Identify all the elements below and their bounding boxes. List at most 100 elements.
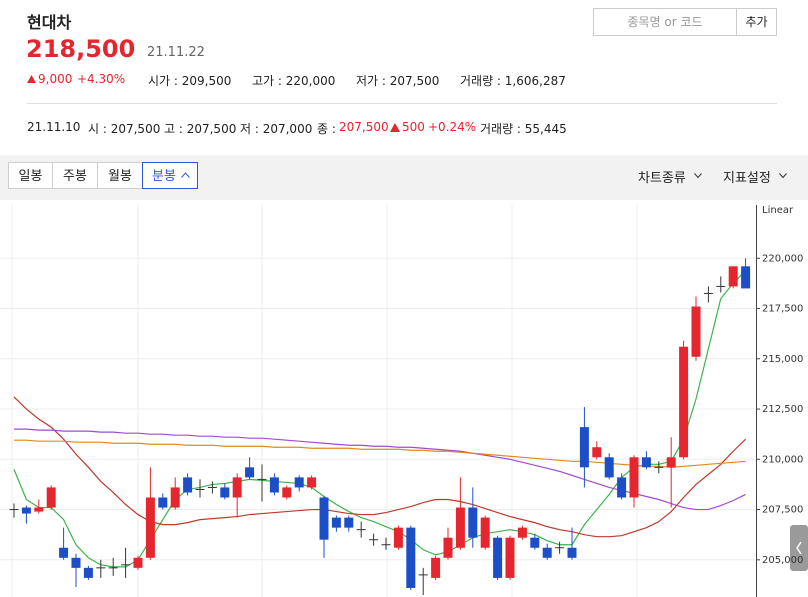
candle-body bbox=[406, 527, 416, 588]
candle-body bbox=[369, 539, 379, 541]
stock-name: 현대차 bbox=[27, 13, 72, 32]
y-tick-label: 210,000 bbox=[762, 454, 803, 465]
candle-body bbox=[356, 529, 366, 531]
candle-body bbox=[617, 477, 627, 498]
scroll-handle[interactable] bbox=[790, 525, 808, 571]
candle-body bbox=[468, 507, 478, 538]
candle-body bbox=[220, 487, 230, 498]
stat: 시가 : 209,500 bbox=[148, 74, 232, 88]
moving-average bbox=[14, 439, 746, 468]
candle-body bbox=[133, 557, 143, 568]
candle-body bbox=[654, 466, 664, 468]
candle-body bbox=[604, 457, 614, 478]
candle-body bbox=[505, 537, 515, 578]
prev-high: 고 : 207,500 bbox=[164, 122, 237, 136]
caret bbox=[181, 172, 190, 178]
y-tick-label: 212,500 bbox=[762, 404, 803, 415]
moving-average bbox=[13, 269, 747, 568]
candle-body bbox=[232, 477, 242, 498]
candle-body bbox=[96, 567, 106, 569]
candle-body bbox=[641, 457, 651, 468]
moving-average bbox=[13, 396, 747, 538]
candle-body bbox=[480, 517, 490, 548]
chart-type-menu[interactable]: 차트종류 bbox=[638, 171, 686, 186]
prev-change: 500 bbox=[402, 120, 425, 134]
y-tick-label: 205,000 bbox=[762, 555, 803, 566]
period-button-active[interactable]: 분봉 bbox=[142, 162, 198, 189]
candle-body bbox=[728, 266, 738, 287]
candle-body bbox=[158, 497, 168, 508]
candle-body bbox=[319, 497, 329, 540]
date: 21.11.22 bbox=[147, 45, 205, 60]
candle-body bbox=[443, 537, 453, 558]
prev-open: 시 : 207,500 bbox=[88, 122, 161, 136]
candle-body bbox=[307, 477, 317, 488]
prev-change-pct: +0.24% bbox=[428, 120, 477, 134]
stat: 저가 : 207,500 bbox=[356, 74, 440, 88]
candle-body bbox=[59, 547, 69, 558]
price: 218,500 bbox=[26, 35, 136, 63]
change: 9,000 bbox=[38, 72, 73, 86]
candle-body bbox=[183, 477, 193, 493]
indicator-menu[interactable]: 지표설정 bbox=[723, 171, 771, 186]
candle-body bbox=[46, 487, 56, 508]
change-pct: +4.30% bbox=[77, 72, 126, 86]
y-tick-label: 207,500 bbox=[762, 505, 803, 516]
prev-date: 21.11.10 bbox=[27, 120, 81, 134]
period-button[interactable]: 월봉 bbox=[97, 162, 143, 189]
candle-body bbox=[579, 427, 589, 468]
up-icon bbox=[27, 75, 36, 83]
candle-body bbox=[703, 292, 713, 294]
scale-label: Linear bbox=[762, 205, 794, 216]
caret bbox=[694, 173, 702, 179]
period-button[interactable]: 주봉 bbox=[52, 162, 98, 189]
prev-volume: 거래량 : 55,445 bbox=[480, 122, 567, 136]
chart: Linear 205,000 207,500 210,000 212,500 215,0… bbox=[0, 205, 808, 597]
candle-body bbox=[108, 567, 118, 569]
candle-body bbox=[257, 478, 267, 480]
add-button[interactable]: 추가 bbox=[737, 8, 777, 36]
stat: 거래량 : 1,606,287 bbox=[460, 74, 566, 88]
candle-body bbox=[741, 266, 751, 289]
candle-body bbox=[691, 306, 701, 357]
candle-body bbox=[344, 517, 354, 528]
candle-body bbox=[21, 507, 31, 514]
divider bbox=[27, 103, 777, 104]
candle-body bbox=[121, 564, 131, 566]
candle-body bbox=[71, 557, 81, 568]
time-grid bbox=[11, 205, 638, 597]
candle-body bbox=[83, 567, 93, 578]
candle-body bbox=[34, 507, 44, 512]
caret bbox=[779, 173, 787, 179]
stat: 고가 : 220,000 bbox=[252, 74, 336, 88]
up-icon bbox=[390, 123, 400, 132]
prev-close: 207,500 bbox=[339, 120, 389, 134]
candle-body bbox=[716, 285, 726, 287]
candle-body bbox=[381, 544, 391, 546]
candle-body bbox=[567, 547, 577, 558]
candle-body bbox=[418, 574, 428, 576]
candle-body bbox=[493, 537, 503, 578]
candle-body bbox=[592, 447, 602, 458]
prev-close-label: 종 : bbox=[317, 122, 336, 136]
candle-body bbox=[542, 547, 552, 558]
candle-body bbox=[455, 507, 465, 548]
candle-body bbox=[666, 457, 676, 468]
candle-body bbox=[517, 527, 527, 538]
candle-body bbox=[9, 509, 19, 511]
candle-body bbox=[679, 346, 689, 458]
candle-body bbox=[393, 527, 403, 548]
candle-body bbox=[530, 537, 540, 548]
candle-body bbox=[195, 488, 205, 490]
scroll-arrow bbox=[796, 541, 802, 555]
candle-body bbox=[245, 467, 255, 478]
period-button[interactable]: 일봉 bbox=[8, 162, 53, 189]
search-input[interactable]: 종목명 or 코드 bbox=[593, 8, 737, 36]
prev-low: 저 : 207,000 bbox=[240, 122, 313, 136]
candle-body bbox=[629, 457, 639, 498]
candle-body bbox=[282, 487, 292, 498]
candle-body bbox=[170, 487, 180, 508]
candle-body bbox=[294, 477, 304, 488]
candle-body bbox=[269, 477, 279, 493]
